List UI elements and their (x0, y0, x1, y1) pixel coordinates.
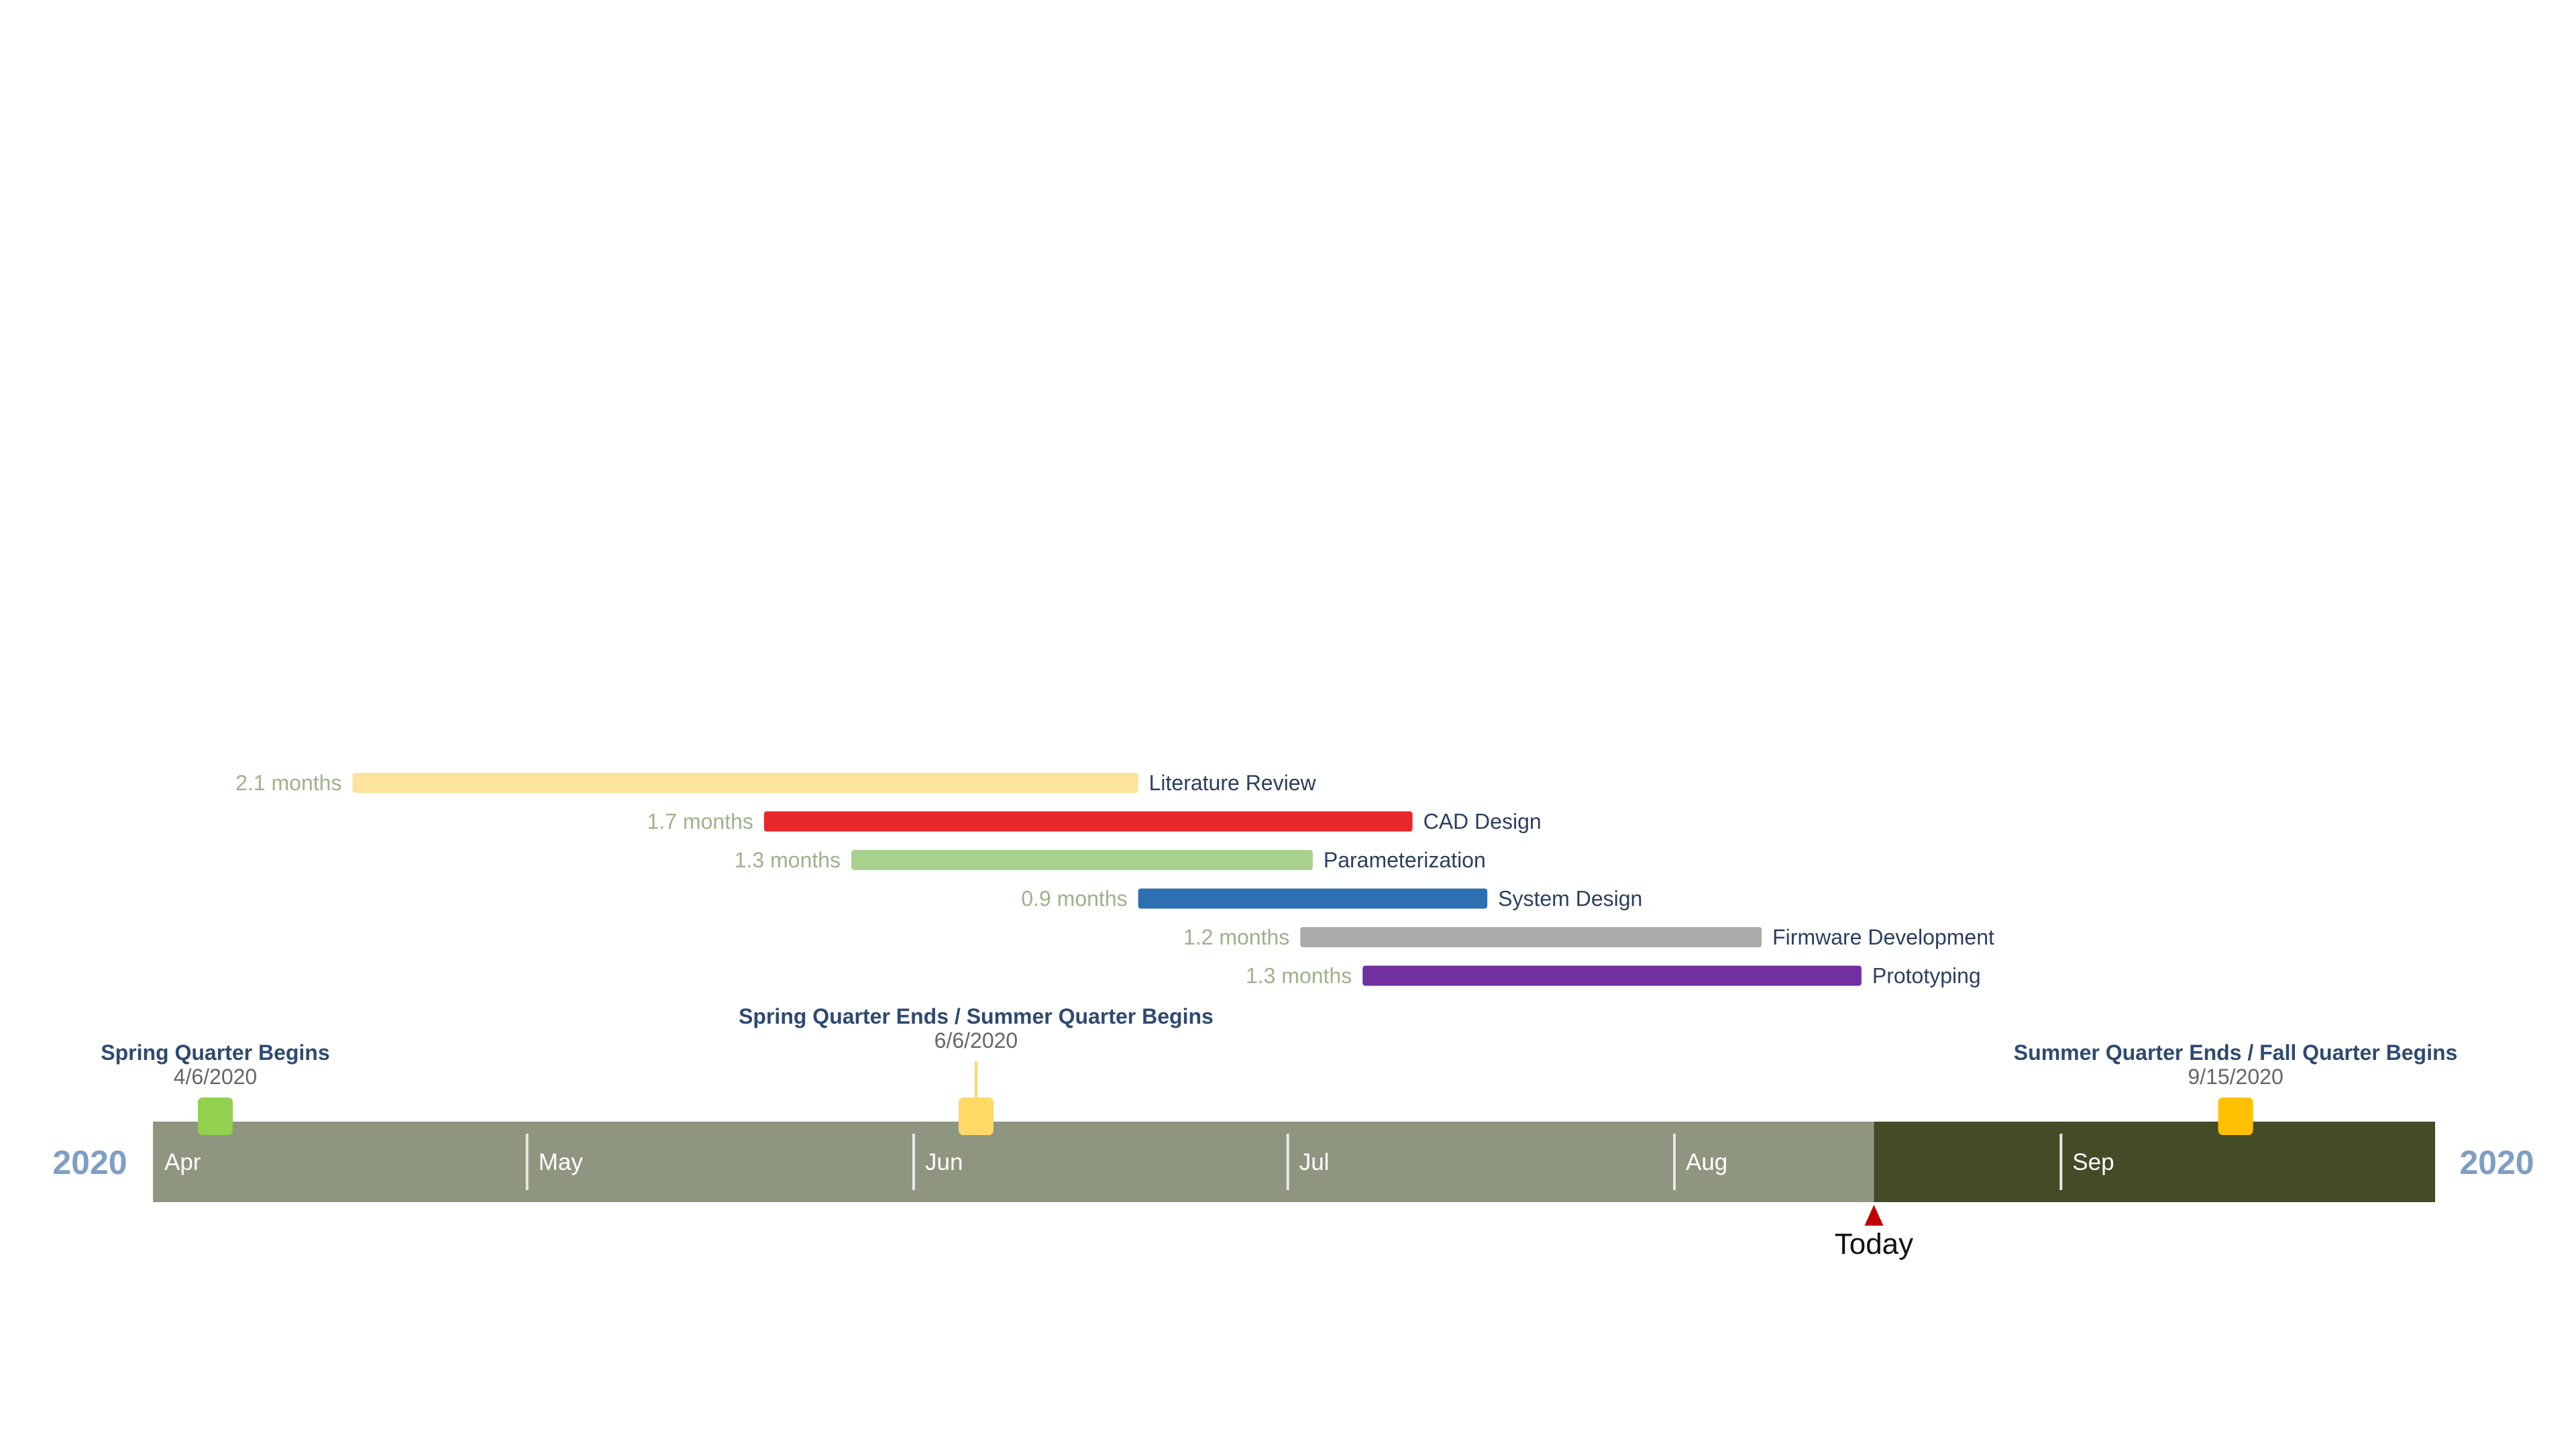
task-duration-label: 1.7 months (647, 810, 753, 834)
milestone-title: Spring Quarter Ends / Summer Quarter Beg… (739, 1004, 1214, 1028)
task-duration-label: 2.1 months (235, 771, 341, 795)
task-name-label: CAD Design (1424, 810, 1542, 834)
task-duration-label: 1.3 months (735, 848, 841, 872)
milestone-date: 4/6/2020 (174, 1065, 258, 1089)
task-duration-label: 1.2 months (1183, 925, 1289, 949)
task-name-label: System Design (1498, 887, 1642, 911)
today-label: Today (1835, 1228, 1913, 1260)
year-label-left: 2020 (52, 1144, 127, 1181)
milestone-marker (197, 1097, 233, 1135)
milestone-marker (958, 1097, 994, 1135)
month-label: Aug (1686, 1149, 1727, 1175)
month-label: Jul (1299, 1149, 1330, 1175)
task-bar (1300, 927, 1762, 947)
task-duration-label: 0.9 months (1021, 887, 1127, 911)
milestone-marker (2218, 1097, 2253, 1135)
today-marker-icon (1864, 1205, 1884, 1226)
milestone-title: Spring Quarter Begins (101, 1040, 329, 1065)
task-name-label: Firmware Development (1772, 925, 1994, 949)
task-name-label: Parameterization (1324, 848, 1486, 872)
task-bar (352, 773, 1138, 793)
month-label: Sep (2072, 1149, 2114, 1175)
task-bar (1138, 888, 1488, 909)
timeline-band-past (153, 1122, 1874, 1202)
task-duration-label: 1.3 months (1246, 964, 1352, 988)
task-bar (763, 811, 1413, 832)
task-name-label: Prototyping (1872, 964, 1981, 988)
task-name-label: Literature Review (1149, 771, 1317, 795)
month-label: Apr (164, 1149, 201, 1175)
month-label: May (539, 1149, 584, 1175)
timeline-band-future (1874, 1122, 2435, 1202)
task-bar (1362, 965, 1862, 986)
milestone-date: 6/6/2020 (934, 1028, 1018, 1053)
milestone-date: 9/15/2020 (2188, 1065, 2283, 1089)
milestone-title: Summer Quarter Ends / Fall Quarter Begin… (2014, 1040, 2458, 1065)
task-bar (851, 850, 1313, 870)
year-label-right: 2020 (2459, 1144, 2534, 1181)
month-label: Jun (925, 1149, 963, 1175)
